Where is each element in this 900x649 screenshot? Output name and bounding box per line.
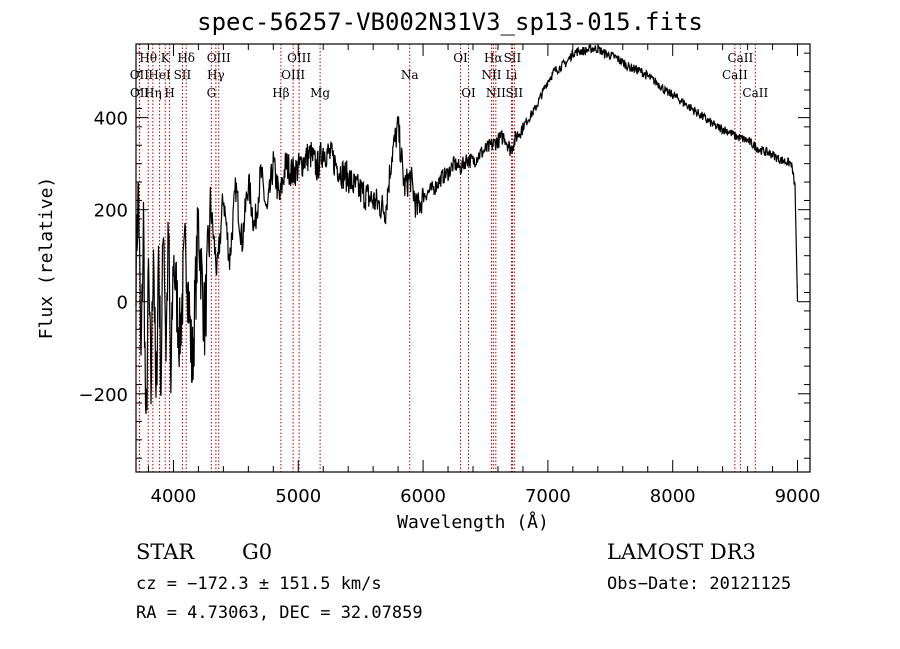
line-marker-label: OII	[130, 68, 150, 82]
line-marker-label: Hη	[144, 86, 162, 100]
x-tick-label: 6000	[400, 486, 446, 507]
x-tick-label: 7000	[525, 486, 571, 507]
line-marker-label: NII	[486, 86, 506, 100]
line-marker-label: CaII	[722, 68, 748, 82]
x-tick-label: 8000	[650, 486, 696, 507]
line-marker-label: OII	[130, 86, 150, 100]
y-tick-label: 200	[94, 201, 128, 222]
line-marker-label: OI	[461, 86, 476, 100]
line-marker-label: K	[161, 51, 171, 65]
survey-name: LAMOST DR3	[607, 540, 756, 564]
chart-title: spec-56257-VB002N31V3_sp13-015.fits	[197, 8, 703, 36]
y-tick-label: 0	[117, 293, 128, 314]
y-tick-label: −200	[79, 385, 128, 406]
line-marker-label: Hα	[484, 51, 503, 65]
line-marker-label: SII	[505, 86, 523, 100]
axis-ticks	[136, 44, 810, 472]
velocity-text: cz = −172.3 ± 151.5 km/s	[136, 574, 382, 594]
line-marker-label: Mg	[310, 86, 330, 100]
line-marker-label: Hγ	[207, 68, 225, 82]
line-marker-label: NII	[481, 68, 501, 82]
object-class: STAR	[136, 540, 195, 564]
y-axis-label: Flux (relative)	[36, 177, 57, 340]
object-subclass: G0	[242, 540, 273, 564]
line-marker-label: Li	[506, 68, 518, 82]
tick-labels: 4000 5000 6000 7000 8000 9000 −200 0 200 400	[79, 109, 821, 507]
obs-date: Obs−Date: 20121125	[607, 574, 792, 594]
x-tick-label: 9000	[775, 486, 821, 507]
line-marker-label: G	[207, 86, 217, 100]
x-tick-label: 4000	[151, 486, 197, 507]
line-marker-label: SII	[504, 51, 522, 65]
line-marker-label: H	[164, 86, 174, 100]
line-marker-label: HeI	[148, 68, 171, 82]
line-marker-label: OI	[453, 51, 468, 65]
coordinates-text: RA = 4.73063, DEC = 32.07859	[136, 603, 423, 623]
line-marker-label: OIII	[281, 68, 305, 82]
line-marker-label: Hβ	[272, 86, 289, 100]
line-marker-label: SII	[174, 68, 192, 82]
y-tick-label: 400	[94, 109, 128, 130]
line-marker-label: OIII	[207, 51, 231, 65]
line-marker-label: OIII	[287, 51, 311, 65]
line-marker-label: CaII	[727, 51, 753, 65]
plot-frame	[135, 43, 811, 473]
line-marker-label: Hδ	[177, 51, 195, 65]
line-marker-label: Hθ	[139, 51, 157, 65]
line-marker-label: Na	[401, 68, 419, 82]
x-tick-label: 5000	[275, 486, 321, 507]
x-axis-label: Wavelength (Å)	[397, 511, 549, 533]
spectrum-series-line	[135, 43, 799, 415]
line-marker-label: CaII	[742, 86, 768, 100]
